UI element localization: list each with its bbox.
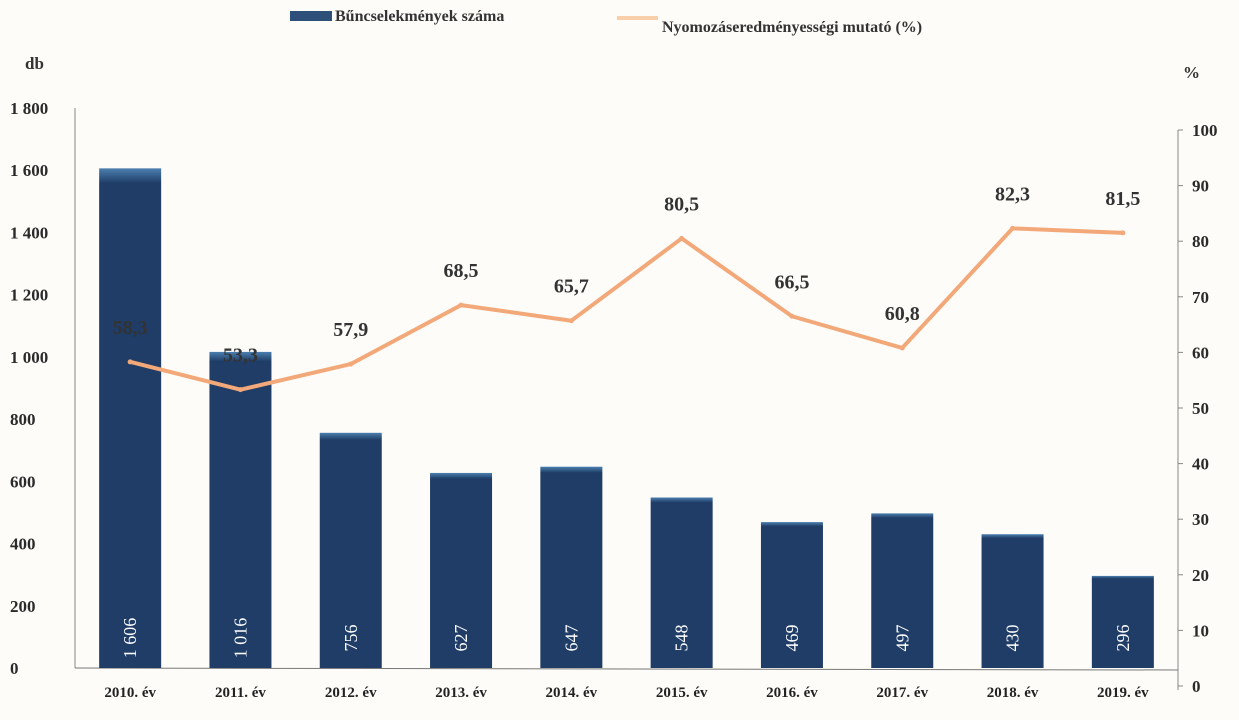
left-tick-label: 1 000 bbox=[10, 348, 48, 367]
bar bbox=[540, 466, 603, 668]
line-point bbox=[458, 302, 464, 308]
bar bbox=[1091, 575, 1154, 668]
line-value-label: 80,5 bbox=[664, 193, 699, 215]
line-point bbox=[568, 318, 574, 324]
left-tick-label: 1 600 bbox=[10, 161, 48, 180]
line-value-label: 68,5 bbox=[444, 260, 479, 282]
left-tick-label: 800 bbox=[10, 410, 36, 429]
line-point bbox=[899, 345, 905, 351]
bar bbox=[871, 513, 934, 668]
line-point bbox=[1120, 230, 1126, 236]
line-point bbox=[237, 387, 243, 393]
left-tick-label: 600 bbox=[10, 472, 36, 491]
bar-value-label: 647 bbox=[561, 625, 581, 652]
category-label: 2017. év bbox=[876, 685, 928, 701]
line-value-label: 57,9 bbox=[333, 319, 368, 341]
right-tick-label: 50 bbox=[1192, 399, 1209, 418]
bar-value-label: 1 016 bbox=[230, 618, 250, 659]
line-point bbox=[127, 359, 133, 365]
bar bbox=[99, 168, 162, 668]
left-tick-label: 200 bbox=[10, 597, 36, 616]
right-tick-label: 90 bbox=[1192, 177, 1209, 196]
category-label: 2019. év bbox=[1097, 685, 1149, 701]
bar bbox=[650, 497, 713, 668]
left-tick-label: 1 200 bbox=[10, 286, 48, 305]
left-tick-label: 0 bbox=[10, 659, 19, 678]
line-value-label: 66,5 bbox=[774, 271, 809, 293]
right-tick-label: 10 bbox=[1192, 621, 1209, 640]
line-value-label: 82,3 bbox=[995, 183, 1030, 205]
bar-value-label: 756 bbox=[341, 625, 361, 652]
bar-value-label: 430 bbox=[1003, 625, 1023, 652]
right-tick-label: 20 bbox=[1192, 566, 1209, 585]
category-label: 2010. év bbox=[104, 685, 156, 701]
left-tick-label: 400 bbox=[10, 535, 36, 554]
right-axis-unit: % bbox=[1183, 63, 1200, 82]
left-tick-label: 1 400 bbox=[10, 223, 48, 242]
bar bbox=[760, 522, 823, 668]
line-path bbox=[129, 226, 1123, 392]
right-tick-label: 70 bbox=[1192, 288, 1209, 307]
line-value-label: 60,8 bbox=[885, 303, 920, 325]
bar-value-label: 548 bbox=[672, 625, 692, 652]
right-axis-ticks: 0 10 20 30 40 50 60 70 80 90 100 bbox=[1178, 121, 1218, 696]
line-value-label: 53,3 bbox=[223, 345, 258, 367]
category-label: 2015. év bbox=[656, 685, 708, 701]
right-tick-label: 80 bbox=[1192, 232, 1209, 251]
bar-value-label: 497 bbox=[892, 625, 912, 652]
right-tick-label: 100 bbox=[1192, 121, 1218, 140]
bar bbox=[319, 432, 382, 668]
right-tick-label: 40 bbox=[1192, 455, 1209, 474]
bar bbox=[981, 534, 1044, 668]
left-axis-unit: db bbox=[25, 54, 44, 73]
line-point bbox=[1010, 225, 1016, 231]
line-series: 58,3 53,3 57,9 68,5 65,7 80,5 66,5 60,8 82,3 81,5 bbox=[113, 183, 1140, 393]
legend-bar-swatch bbox=[290, 11, 332, 21]
line-value-label: 58,3 bbox=[113, 317, 148, 339]
left-tick-label: 1 800 bbox=[10, 99, 48, 118]
bar-value-label: 469 bbox=[782, 625, 802, 652]
right-tick-label: 0 bbox=[1192, 677, 1201, 696]
line-value-label: 81,5 bbox=[1105, 188, 1140, 210]
category-label: 2018. év bbox=[987, 685, 1039, 701]
category-label: 2016. év bbox=[766, 685, 818, 701]
line-point bbox=[679, 235, 685, 241]
line-value-label: 65,7 bbox=[554, 276, 589, 298]
line-point bbox=[789, 313, 795, 319]
left-axis-ticks: 0 200 400 600 800 1 000 1 200 1 400 1 600 1 800 bbox=[10, 99, 48, 678]
legend-bar-label: Bűncselekmények száma bbox=[335, 8, 504, 25]
bar-series: 1 606 1 016 756 627 647 548 469 497 430 296 bbox=[99, 168, 1154, 668]
category-label: 2014. év bbox=[546, 685, 598, 701]
baseline bbox=[74, 667, 1179, 671]
category-label: 2013. év bbox=[435, 685, 487, 701]
right-tick-label: 60 bbox=[1192, 343, 1209, 362]
bar bbox=[430, 472, 493, 668]
right-tick-label: 30 bbox=[1192, 510, 1209, 529]
bar bbox=[209, 351, 272, 668]
legend-line-label: Nyomozáseredményességi mutató (%) bbox=[662, 19, 922, 36]
category-labels: 2010. év 2011. év 2012. év 2013. év 2014. év… bbox=[104, 685, 1149, 701]
line-point bbox=[348, 361, 354, 367]
bar-value-label: 1 606 bbox=[120, 618, 140, 659]
category-label: 2011. év bbox=[215, 685, 266, 701]
bar-value-label: 627 bbox=[451, 625, 471, 652]
bar-value-label: 296 bbox=[1113, 625, 1133, 652]
legend: Bűncselekmények száma Nyomozáseredményes… bbox=[290, 8, 922, 36]
category-label: 2012. év bbox=[325, 685, 377, 701]
